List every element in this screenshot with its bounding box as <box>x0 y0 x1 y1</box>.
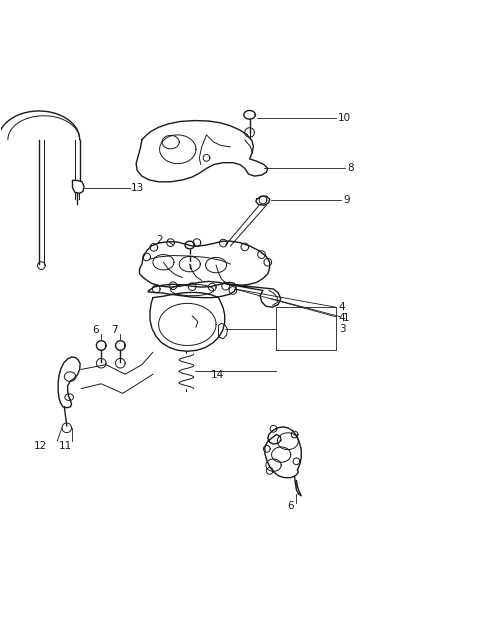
Text: 2: 2 <box>156 235 162 245</box>
Text: 12: 12 <box>33 441 47 451</box>
Text: 8: 8 <box>348 163 354 173</box>
Text: 9: 9 <box>343 195 349 205</box>
Text: 11: 11 <box>59 441 72 451</box>
Text: 1: 1 <box>343 313 349 323</box>
Text: 4: 4 <box>338 302 345 312</box>
Text: 13: 13 <box>131 183 144 193</box>
Text: 6: 6 <box>92 325 99 335</box>
Text: 3: 3 <box>339 324 346 334</box>
Text: 7: 7 <box>111 325 118 335</box>
Text: 6: 6 <box>288 501 294 511</box>
Text: 14: 14 <box>211 370 225 380</box>
Text: 10: 10 <box>338 113 351 123</box>
Text: 4: 4 <box>338 313 345 323</box>
